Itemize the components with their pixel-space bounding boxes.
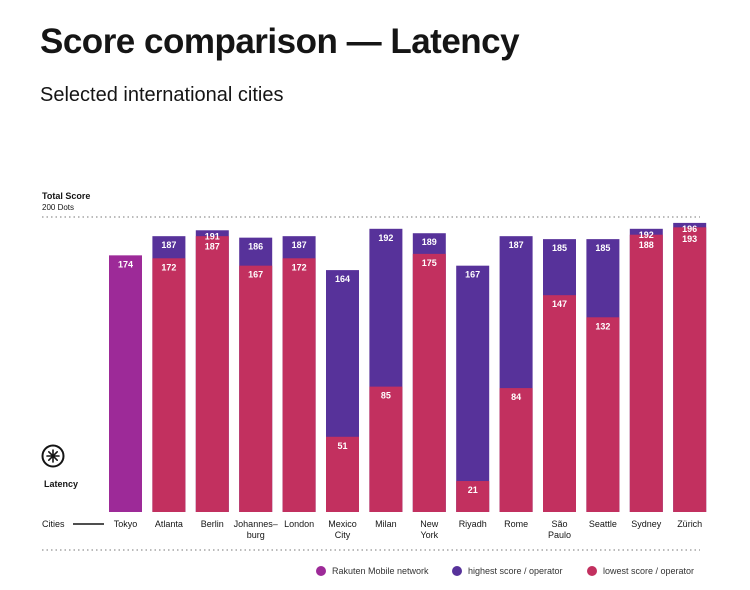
value-label-rakuten-tokyo: 174	[118, 259, 133, 269]
value-label-highest-seattle: 185	[595, 243, 610, 253]
x-tick-labels-layer: Tokyo Atlanta Berlin Johannes– burg London Mex…	[114, 519, 702, 540]
x-tick-label-zurich: Zürich	[677, 519, 702, 529]
bar-lowest-zurich	[673, 227, 707, 512]
value-label-highest-new-york: 189	[422, 237, 437, 247]
value-label-highest-riyadh: 167	[465, 270, 480, 280]
value-label-lowest-seattle: 132	[595, 321, 610, 331]
value-label-highest-sydney: 192	[639, 230, 654, 240]
value-label-highest-sao-paulo: 185	[552, 243, 567, 253]
value-label-highest-berlin: 191	[205, 231, 220, 241]
bar-lowest-new-york	[412, 253, 446, 512]
x-tick-label-seattle: Seattle	[589, 519, 617, 529]
bar-lowest-johannes-burg	[239, 265, 273, 512]
bar-lowest-riyadh	[456, 481, 490, 512]
metric-label: Latency	[44, 479, 78, 489]
bar-rakuten-tokyo	[109, 255, 142, 512]
value-label-lowest-new-york: 175	[422, 258, 437, 268]
value-label-lowest-riyadh: 21	[468, 485, 478, 495]
value-label-lowest-zurich: 193	[682, 234, 697, 244]
legend-item-lowest: lowest score / operator	[587, 566, 694, 576]
x-axis-label: Cities	[42, 519, 65, 529]
legend-label-highest: highest score / operator	[468, 566, 563, 576]
x-tick-label-mexico-city: Mexico City	[328, 519, 357, 540]
x-tick-label-tokyo: Tokyo	[114, 519, 138, 529]
legend-item-rakuten: Rakuten Mobile network	[316, 566, 429, 576]
bar-lowest-sao-paulo	[543, 295, 576, 512]
y-axis-label: Total Score	[42, 191, 90, 201]
value-label-lowest-london: 172	[292, 262, 307, 272]
bar-lowest-milan	[369, 386, 403, 512]
value-label-highest-zurich: 196	[682, 224, 697, 234]
value-label-lowest-sao-paulo: 147	[552, 299, 567, 309]
latency-icon	[41, 444, 65, 468]
x-tick-label-berlin: Berlin	[201, 519, 224, 529]
bars-layer	[109, 222, 707, 513]
chart-title: Score comparison — Latency	[40, 22, 520, 61]
legend-swatch-lowest	[587, 566, 597, 576]
x-tick-label-riyadh: Riyadh	[459, 519, 487, 529]
x-tick-label-johannes-burg: Johannes– burg	[234, 519, 278, 540]
value-label-highest-milan: 192	[378, 233, 393, 243]
bar-lowest-atlanta	[152, 258, 186, 512]
value-label-lowest-johannes-burg: 167	[248, 270, 263, 280]
x-tick-label-atlanta: Atlanta	[155, 519, 183, 529]
value-label-highest-rome: 187	[509, 240, 524, 250]
legend-label-rakuten: Rakuten Mobile network	[332, 566, 429, 576]
x-tick-label-new-york: New York	[420, 519, 439, 540]
bar-lowest-rome	[499, 388, 533, 512]
value-label-highest-mexico-city: 164	[335, 274, 350, 284]
bar-lowest-seattle	[586, 317, 620, 512]
x-tick-label-milan: Milan	[375, 519, 397, 529]
value-label-highest-london: 187	[292, 240, 307, 250]
legend-swatch-highest	[452, 566, 462, 576]
legend-label-lowest: lowest score / operator	[603, 566, 695, 576]
value-label-highest-atlanta: 187	[161, 240, 176, 250]
x-tick-label-rome: Rome	[504, 519, 528, 529]
value-label-lowest-atlanta: 172	[161, 262, 176, 272]
value-label-highest-johannes-burg: 186	[248, 242, 263, 252]
bar-lowest-mexico-city	[326, 436, 359, 512]
x-tick-label-london: London	[284, 519, 314, 529]
value-label-lowest-rome: 84	[511, 392, 521, 402]
value-label-lowest-mexico-city: 51	[337, 441, 347, 451]
chart-subtitle: Selected international cities	[40, 84, 284, 106]
value-label-lowest-milan: 85	[381, 391, 391, 401]
legend-swatch-rakuten	[316, 566, 326, 576]
legend-item-highest: highest score / operator	[452, 566, 563, 576]
x-tick-label-sao-paulo: São Paulo	[548, 519, 571, 540]
bar-lowest-sydney	[629, 234, 663, 512]
y-axis-sublabel: 200 Dots	[42, 203, 74, 212]
bar-lowest-london	[282, 258, 316, 512]
value-label-lowest-berlin: 187	[205, 241, 220, 251]
bar-lowest-berlin	[195, 236, 229, 513]
value-label-lowest-sydney: 188	[639, 240, 654, 250]
bar-highest-riyadh	[456, 265, 490, 512]
x-tick-label-sydney: Sydney	[631, 519, 662, 529]
